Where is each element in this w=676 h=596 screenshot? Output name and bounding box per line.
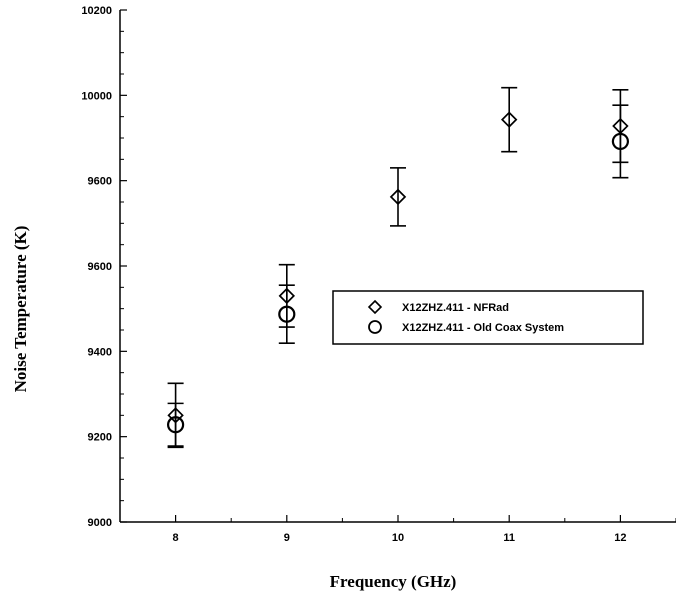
legend-label-old-coax: X12ZHZ.411 - Old Coax System: [402, 322, 564, 334]
y-axis-title: Noise Temperature (K): [11, 226, 30, 393]
circle-point: [167, 416, 185, 434]
x-tick-label: 11: [503, 532, 515, 544]
legend-circle-icon: [368, 320, 382, 334]
y-tick-label: 10000: [81, 90, 112, 102]
x-axis-title: Frequency (GHz): [330, 572, 457, 591]
data-marks: [167, 86, 630, 449]
y-tick-label: 9600: [88, 176, 112, 188]
tick-labels: 9000 9200 9400 9600 9600 10000 10200 8 9 10 11 12: [81, 5, 626, 544]
x-tick-label: 12: [614, 532, 626, 544]
x-tick-label: 9: [284, 532, 290, 544]
legend-box: [332, 290, 644, 345]
legend-label-nfrad: X12ZHZ.411 - NFRad: [402, 302, 509, 314]
axes: [119, 10, 676, 523]
ticks: [119, 9, 676, 523]
diamond-point: [500, 111, 518, 128]
y-tick-label: 10200: [81, 5, 112, 17]
legend: X12ZHZ.411 - NFRad X12ZHZ.411 - Old Coax…: [332, 290, 644, 345]
y-tick-label: 9000: [88, 517, 112, 529]
legend-diamond-icon: [367, 299, 383, 315]
y-tick-label: 9600: [88, 261, 112, 273]
diamond-point: [389, 188, 407, 206]
circle-point: [278, 305, 296, 323]
x-tick-label: 8: [173, 532, 179, 544]
x-tick-label: 10: [392, 532, 404, 544]
circle-point: [611, 132, 630, 151]
y-tick-label: 9400: [88, 346, 112, 358]
y-tick-label: 9200: [88, 432, 112, 444]
